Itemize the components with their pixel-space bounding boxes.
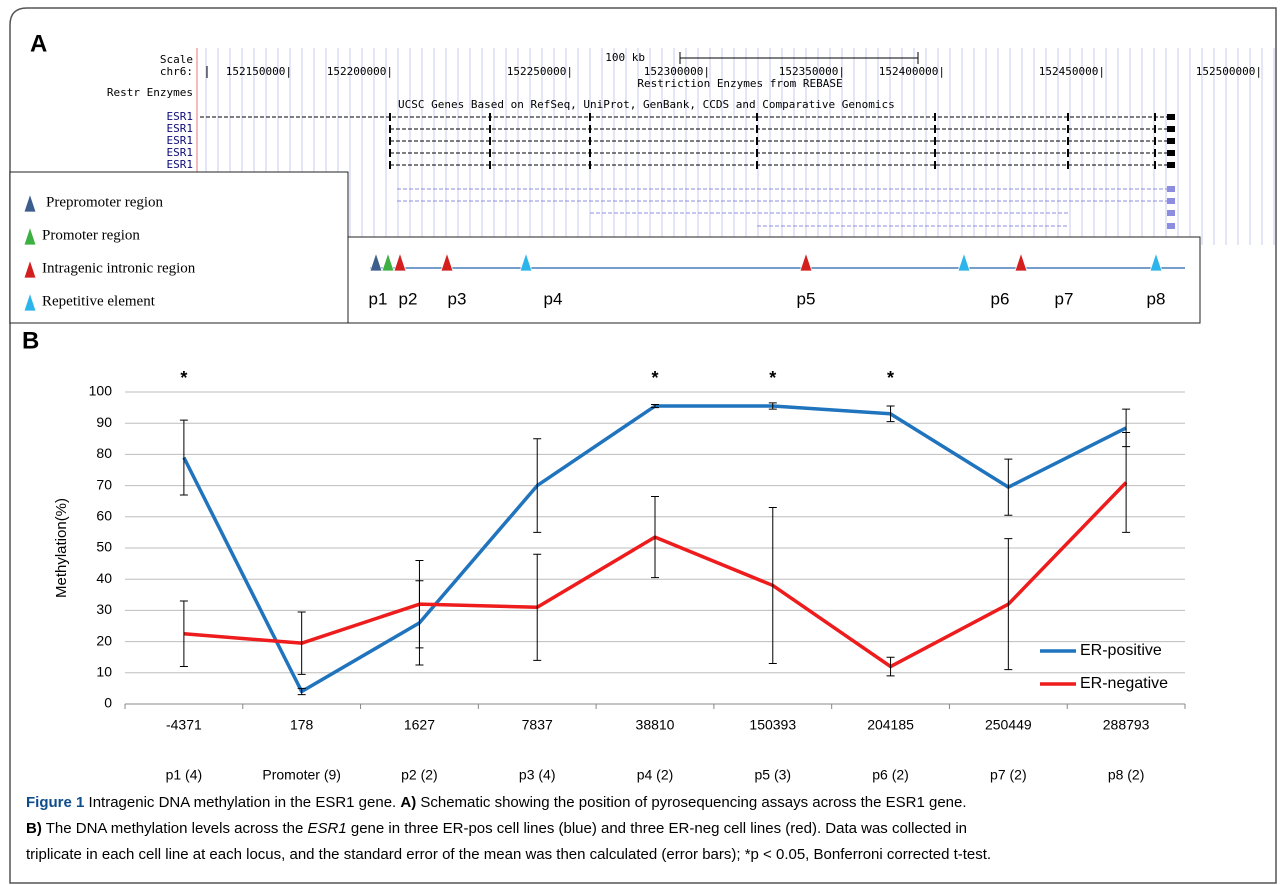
assay-label: p3 (4): [519, 767, 556, 783]
error-bar: [180, 420, 188, 495]
exon-end: [1167, 210, 1175, 216]
x-tick-label: 7837: [522, 717, 553, 733]
browser-label: chr6:: [160, 65, 193, 78]
y-tick-label: 100: [89, 383, 113, 399]
y-tick-label: 10: [96, 664, 112, 680]
track-title: Restriction Enzymes from REBASE: [637, 77, 842, 90]
panel-label: B: [22, 327, 39, 354]
y-tick-label: 90: [96, 414, 112, 430]
exon-end: [1167, 186, 1175, 192]
assay-label: p4 (2): [637, 767, 674, 783]
y-tick-label: 40: [96, 570, 112, 586]
y-tick-label: 60: [96, 508, 112, 524]
x-tick-label: 250449: [985, 717, 1032, 733]
y-axis-title: Methylation(%): [53, 498, 70, 598]
scale-bar: [680, 52, 918, 64]
coordinate: 152150000|: [226, 65, 292, 78]
y-tick-label: 80: [96, 445, 112, 461]
page: A Scalechr6:Restr Enzymes100 kb152150000…: [0, 0, 1282, 885]
exon-end: [1167, 223, 1175, 229]
caption-segment: Intragenic DNA methylation in the ESR1 g…: [84, 794, 400, 811]
assay-label: p6 (2): [872, 767, 909, 783]
legend-label: Prepromoter region: [46, 194, 164, 210]
coordinate: 152250000|: [507, 65, 573, 78]
y-tick-label: 30: [96, 601, 112, 617]
coordinate: 152200000|: [327, 65, 393, 78]
site-label: p4: [544, 289, 563, 308]
caption-segment: The DNA methylation levels across the: [42, 820, 308, 837]
legend-label: ER-positive: [1080, 642, 1162, 659]
y-tick-label: 70: [96, 476, 112, 492]
caption-line: Figure 1 Intragenic DNA methylation in t…: [26, 794, 967, 811]
scale-text: 100 kb: [605, 51, 645, 64]
figure-frame: [10, 8, 1276, 883]
legend-label: Repetitive element: [42, 293, 156, 309]
browser-label: Restr Enzymes: [107, 86, 193, 99]
y-tick-label: 50: [96, 539, 112, 555]
track-title: UCSC Genes Based on RefSeq, UniProt, Gen…: [398, 98, 895, 111]
x-tick-label: 288793: [1103, 717, 1150, 733]
x-tick-label: 178: [290, 717, 314, 733]
significance: *: [180, 368, 187, 388]
site-label: p7: [1055, 289, 1074, 308]
significance: *: [769, 368, 776, 388]
significance: *: [651, 368, 658, 388]
gene-label: ESR1: [167, 158, 194, 171]
x-tick-label: -4371: [166, 717, 202, 733]
assay-label: p5 (3): [754, 767, 791, 783]
caption-segment: Schematic showing the position of pyrose…: [416, 794, 966, 811]
site-box: [348, 237, 1200, 323]
caption-line: triplicate in each cell line at each loc…: [26, 846, 991, 863]
site-label: p2: [399, 289, 418, 308]
site-label: p3: [448, 289, 467, 308]
caption-segment: Figure 1: [26, 794, 84, 811]
exon-end: [1167, 126, 1175, 132]
figure: A Scalechr6:Restr Enzymes100 kb152150000…: [0, 0, 1282, 885]
legend-label: Promoter region: [42, 227, 140, 243]
exon-end: [1167, 150, 1175, 156]
assay-label: p1 (4): [166, 767, 203, 783]
assay-label: p8 (2): [1108, 767, 1145, 783]
x-tick-label: 1627: [404, 717, 435, 733]
exon-end: [1167, 162, 1175, 168]
caption-segment: ESR1: [308, 820, 347, 837]
x-tick-label: 38810: [636, 717, 675, 733]
caption-segment: B): [26, 820, 42, 837]
caption-line: B) The DNA methylation levels across the…: [26, 820, 967, 837]
exon-end: [1167, 198, 1175, 204]
significance: *: [887, 368, 894, 388]
exon-end: [1167, 114, 1175, 120]
site-label: p6: [991, 289, 1010, 308]
caption-segment: A): [400, 794, 416, 811]
y-tick-label: 0: [104, 695, 112, 711]
x-tick-label: 150393: [749, 717, 796, 733]
panel-label: A: [30, 30, 47, 57]
caption-segment: gene in three ER-pos cell lines (blue) a…: [347, 820, 967, 837]
assay-label: p7 (2): [990, 767, 1027, 783]
exon-end: [1167, 138, 1175, 144]
legend-label: Intragenic intronic region: [42, 260, 196, 276]
assay-label: Promoter (9): [262, 767, 341, 783]
x-tick-label: 204185: [867, 717, 914, 733]
y-tick-label: 20: [96, 632, 112, 648]
site-label: p5: [797, 289, 816, 308]
coordinate: 152500000|: [1196, 65, 1262, 78]
legend-label: ER-negative: [1080, 675, 1168, 692]
assay-label: p2 (2): [401, 767, 438, 783]
coordinate: 152450000|: [1039, 65, 1105, 78]
caption-segment: triplicate in each cell line at each loc…: [26, 846, 991, 863]
site-label: p8: [1147, 289, 1166, 308]
error-bar: [1122, 433, 1130, 533]
site-label: p1: [369, 289, 388, 308]
coordinate: 152400000|: [879, 65, 945, 78]
